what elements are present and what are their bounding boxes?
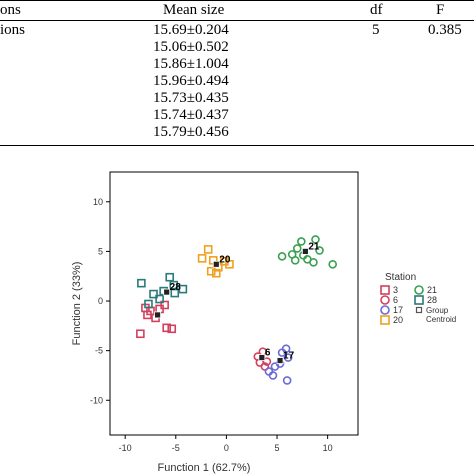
mean-size-5: 15.74±0.437 [153,107,229,123]
x-tick-label: 10 [323,443,333,453]
station-28-point [178,284,188,294]
station-28-point [155,294,164,304]
legend-marker-3 [380,285,390,295]
table-top-rule [0,0,474,1]
group-centroid-marker [258,354,266,361]
station-17-point [283,353,293,362]
group-centroid-marker [276,357,284,364]
station-28-point [165,272,175,282]
station-20-point [225,259,234,269]
legend-marker-6 [380,295,390,305]
y-tick-label: -5 [95,346,103,356]
mean-size-0: 15.69±0.204 [153,22,229,38]
legend-marker-21 [414,285,424,295]
station-20-point [206,266,216,276]
y-tick-label: 0 [98,296,103,306]
row-label: ions [0,22,26,38]
legend-label: 6 [393,295,398,305]
header-df: df [370,2,383,18]
station-3-point [136,329,145,339]
station-20-point [211,268,221,278]
station-20-point [197,254,207,263]
header-mean-size: Mean size [163,2,225,18]
legend-marker-group-centroid [415,306,423,314]
table-bottom-rule [0,145,474,146]
plot-layer: -10 -5 0 5 10 -10 -5 0 5 10 Function 1 (62.7%) Func… [71,171,359,474]
y-tick-label: -10 [90,395,103,405]
station-28-point [144,299,153,309]
y-tick-label: 5 [98,246,103,256]
centroid-label: 20 [219,254,231,265]
legend-title: Station [385,272,416,283]
x-tick-label: 0 [224,443,229,453]
station-3-point [167,324,177,334]
group-centroid-marker [212,260,220,268]
discriminant-scatter-plot: -10 -5 0 5 10 -10 -5 0 5 10 Function 1 (62.7%) Func… [71,171,456,474]
centroid-label: 6 [265,348,271,359]
legend-label: Group [426,306,449,315]
station-17-point [282,376,292,385]
station-28-point [137,278,146,288]
station-6-point [262,357,272,366]
legend-label: 28 [427,295,437,305]
mean-size-1: 15.06±0.502 [153,39,229,55]
x-axis-label: Function 1 (62.7%) [158,462,251,474]
legend-marker-17 [380,305,390,315]
centroid-label: 28 [170,282,182,293]
station-6-point [260,362,270,371]
header-f: F [436,2,445,18]
station-20-point [203,245,213,254]
station-28-point [169,280,179,290]
legend-label: 20 [393,315,403,325]
mean-size-4: 15.73±0.435 [153,90,229,106]
station-21-point [311,235,320,244]
group-centroid-marker [163,288,171,296]
header-stations: ons [0,2,21,18]
station-17-point [268,371,278,380]
mean-size-6: 15.79±0.456 [153,124,229,140]
f-value: 0.385 [428,22,462,38]
station-28-point [149,289,158,299]
x-tick-label: 5 [275,443,280,453]
x-tick-label: -10 [119,443,132,453]
legend-marker-20 [380,315,390,325]
legend-label: Centroid [426,315,456,324]
legend-label: 3 [393,285,398,295]
y-tick-label: 10 [93,197,103,207]
station-3-point [160,300,169,310]
plot-frame [109,171,359,436]
legend-label: 21 [427,285,437,295]
x-tick-label: -5 [172,443,180,453]
station-21-point [297,237,306,246]
legend-label: 17 [393,305,403,315]
station-21-point [309,258,318,267]
station-21-point [315,246,324,255]
station-21-point [290,256,300,265]
group-centroid-marker [301,247,309,255]
station-21-point [292,244,302,253]
station-3-point [162,323,171,333]
station-21-point [277,252,287,261]
group-centroid-marker [154,311,161,319]
mean-size-2: 15.86±1.004 [153,56,229,72]
y-axis-label: Function 2 (33%) [71,262,83,346]
station-17-point [281,344,291,353]
station-28-point [170,288,180,298]
table-header-rule [0,20,474,21]
centroid-label: 21 [308,241,320,252]
df-value: 5 [372,22,380,38]
mean-size-3: 15.96±0.494 [153,73,229,89]
legend-marker-28 [414,295,424,305]
station-21-point [328,259,337,269]
centroid-label: 17 [283,351,295,362]
